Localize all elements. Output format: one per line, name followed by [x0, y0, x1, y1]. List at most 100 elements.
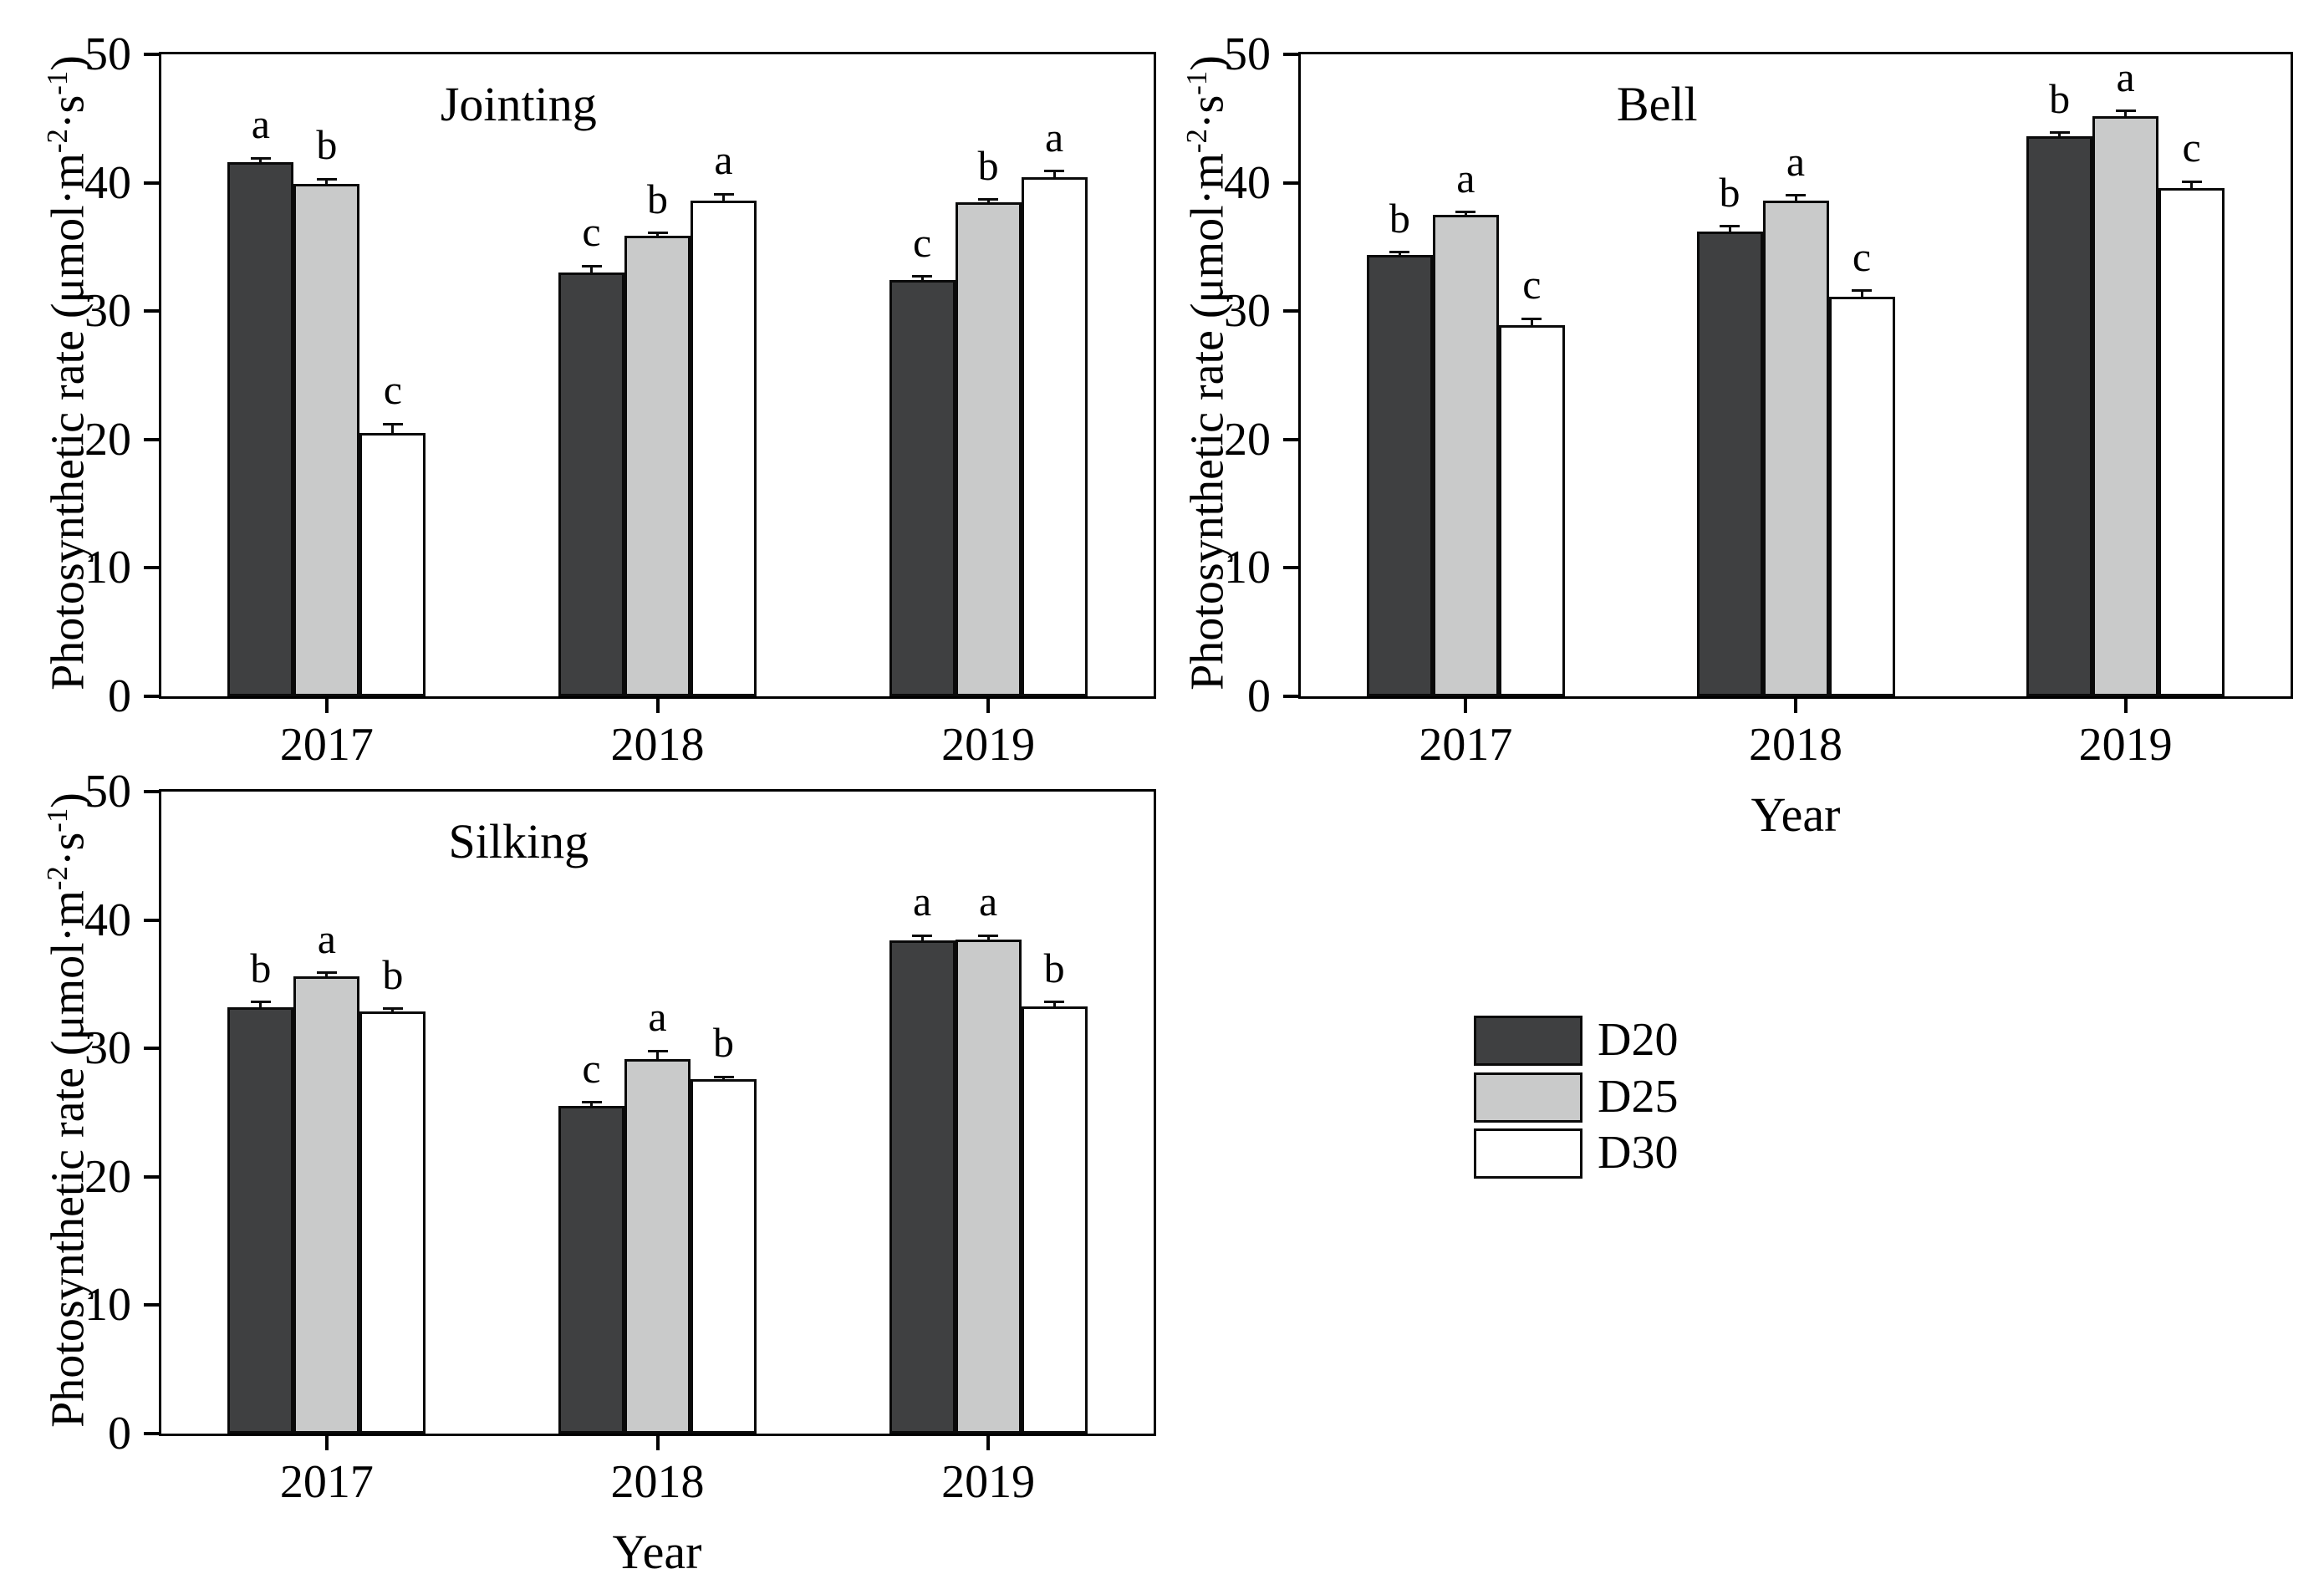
error-bar-line: [722, 194, 725, 201]
x-tick-mark: [324, 699, 329, 713]
error-bar-cap: [647, 1049, 668, 1052]
x-tick-label-2018: 2018: [610, 1456, 705, 1508]
error-bar-line: [1860, 290, 1863, 298]
error-bar-cap: [647, 232, 668, 235]
error-bar-cap: [581, 264, 602, 267]
y-tick-label: 20: [84, 413, 131, 466]
error-bar-cap: [382, 1007, 403, 1011]
error-bar-cap: [382, 422, 403, 425]
significance-letter-d20-2017: b: [250, 944, 272, 991]
y-tick-label: 30: [84, 285, 131, 338]
x-tick-label-2018: 2018: [1749, 719, 1842, 771]
error-bar-cap: [1521, 317, 1542, 320]
x-tick-mark: [655, 699, 660, 713]
y-tick-label: 10: [84, 1279, 131, 1332]
bar-d20-2018: [1696, 231, 1763, 696]
y-axis-label-mid: ·s: [42, 94, 94, 130]
error-bar-cap: [250, 1001, 271, 1004]
significance-letter-d20-2019: a: [913, 878, 932, 925]
error-bar-cap: [912, 934, 933, 937]
x-tick-mark: [986, 1436, 991, 1450]
y-tick-label: 20: [1224, 413, 1271, 466]
bar-d20-2017: [1366, 254, 1433, 696]
x-tick-label-2017: 2017: [279, 1456, 374, 1508]
error-bar-line: [656, 232, 659, 236]
significance-letter-d30-2018: c: [1852, 232, 1872, 280]
error-bar-cap: [1786, 194, 1806, 197]
significance-letter-d20-2019: b: [2049, 74, 2071, 122]
y-tick-mark: [1283, 181, 1298, 185]
error-bar-line: [920, 935, 924, 941]
y-axis-label-sup-2: -2: [41, 866, 74, 891]
significance-letter-d25-2019: b: [977, 141, 999, 189]
bar-d20-2019: [889, 280, 956, 696]
error-bar-line: [1398, 252, 1401, 255]
significance-letter-d30-2017: b: [382, 950, 404, 998]
bar-d30-2019: [1021, 177, 1088, 696]
bar-d20-2018: [558, 1106, 624, 1434]
error-bar-cap: [978, 934, 999, 937]
significance-letter-d20-2018: c: [582, 1044, 601, 1092]
x-tick-mark: [324, 1436, 329, 1450]
bar-d20-2017: [227, 162, 294, 696]
y-axis-label: Photosynthetic rate (μmol·m-2·s-1): [32, 52, 94, 694]
y-tick-mark: [1283, 566, 1298, 570]
error-bar-cap: [2181, 180, 2202, 183]
x-tick-label-2017: 2017: [1419, 719, 1513, 771]
significance-letter-d20-2017: a: [251, 100, 270, 148]
y-tick-label: 10: [1224, 542, 1271, 594]
significance-letter-d30-2017: c: [1522, 261, 1542, 308]
x-tick-label-2019: 2019: [941, 719, 1036, 771]
y-tick-mark: [144, 53, 159, 56]
error-bar-line: [986, 199, 990, 202]
x-tick-mark: [2123, 699, 2128, 713]
panel-silking: Silking Year 0 10 20 30 40 50 2017 b a b 2018 c a b 20…: [84, 766, 1156, 1569]
error-bar-cap: [1389, 251, 1410, 254]
error-bar-line: [1794, 195, 1797, 201]
y-tick-mark: [144, 1047, 159, 1051]
x-tick-mark: [986, 699, 991, 713]
legend-label-d20: D20: [1598, 1014, 1679, 1066]
x-tick-label-2017: 2017: [279, 719, 374, 771]
significance-letter-d25-2018: a: [1786, 137, 1806, 185]
y-axis-label-mid: ·s: [1181, 94, 1234, 130]
bar-d20-2017: [227, 1007, 294, 1434]
significance-letter-d20-2018: c: [582, 208, 601, 256]
error-bar-line: [391, 1008, 395, 1011]
error-bar-line: [722, 1077, 725, 1080]
error-bar-cap: [912, 275, 933, 278]
y-tick-label: 30: [84, 1022, 131, 1075]
x-axis-label-bell: Year: [1751, 787, 1841, 842]
y-axis-label-silking: Photosynthetic rate (μmol·m-2·s-1): [32, 789, 94, 1431]
y-axis-label-sup-2: -2: [1180, 129, 1213, 154]
bar-d25-2019: [955, 939, 1022, 1434]
significance-letter-d25-2018: a: [648, 993, 667, 1041]
error-bar-cap: [1044, 170, 1065, 173]
y-tick-label: 50: [84, 766, 131, 818]
y-tick-mark: [144, 566, 159, 570]
significance-letter-d20-2019: c: [913, 218, 932, 266]
error-bar-line: [391, 424, 395, 434]
y-tick-mark: [144, 181, 159, 185]
bar-d20-2019: [889, 940, 956, 1434]
bar-d25-2018: [624, 1058, 691, 1434]
y-tick-label: 40: [84, 156, 131, 209]
bar-d20-2018: [558, 273, 624, 696]
error-bar-line: [1052, 171, 1056, 178]
bar-d25-2017: [293, 184, 360, 696]
error-bar-cap: [2115, 110, 2136, 113]
bar-d30-2018: [691, 1079, 757, 1434]
error-bar-line: [1728, 226, 1731, 232]
error-bar-line: [1052, 1001, 1056, 1006]
significance-letter-d30-2019: c: [2182, 124, 2201, 171]
error-bar-cap: [250, 156, 271, 160]
error-bar-cap: [978, 198, 999, 201]
bar-d30-2017: [359, 433, 426, 696]
y-tick-label: 50: [84, 28, 131, 80]
significance-letter-d30-2019: a: [1045, 113, 1064, 160]
bar-d20-2019: [2026, 136, 2093, 696]
y-tick-mark: [1283, 309, 1298, 313]
y-tick-mark: [144, 918, 159, 922]
panel-title-jointing: Jointing: [440, 77, 597, 131]
bar-d25-2018: [624, 235, 691, 696]
